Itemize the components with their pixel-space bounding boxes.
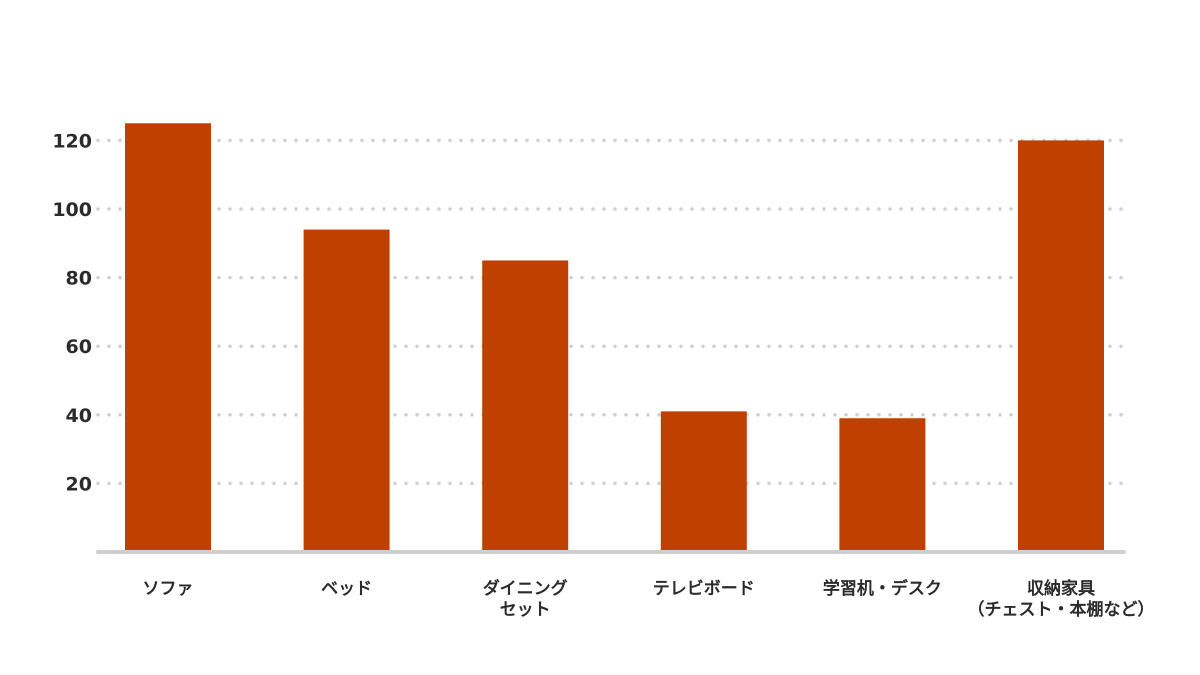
- category-label-4: 学習机・デスク: [823, 578, 942, 599]
- category-label-0: ソファ: [143, 579, 194, 599]
- category-label-5-line-1: （チェスト・本棚など）: [968, 599, 1155, 620]
- category-label-2-line-1: セット: [500, 600, 551, 620]
- bar-1: [303, 229, 390, 552]
- y-tick-label-120: 120: [52, 130, 92, 152]
- category-label-3: テレビボード: [653, 579, 755, 599]
- gridlines: [96, 138, 1124, 486]
- y-tick-label-80: 80: [66, 268, 92, 290]
- y-tick-labels: 20 40 60 80 100 120: [52, 130, 92, 495]
- y-tick-label-60: 60: [66, 336, 92, 358]
- bar-2: [482, 260, 569, 552]
- category-label-2-line-0: ダイニング: [483, 578, 568, 599]
- category-label-5-line-0: 収納家具: [1027, 578, 1095, 599]
- y-tick-label-20: 20: [66, 473, 92, 495]
- y-tick-label-100: 100: [52, 199, 92, 221]
- bar-5: [1018, 140, 1104, 552]
- bar-4: [839, 418, 926, 552]
- y-tick-label-40: 40: [66, 405, 92, 427]
- category-label-1: ベッド: [321, 579, 372, 599]
- bar-3: [660, 411, 747, 552]
- bar-0: [125, 123, 211, 552]
- bars: [125, 123, 1104, 552]
